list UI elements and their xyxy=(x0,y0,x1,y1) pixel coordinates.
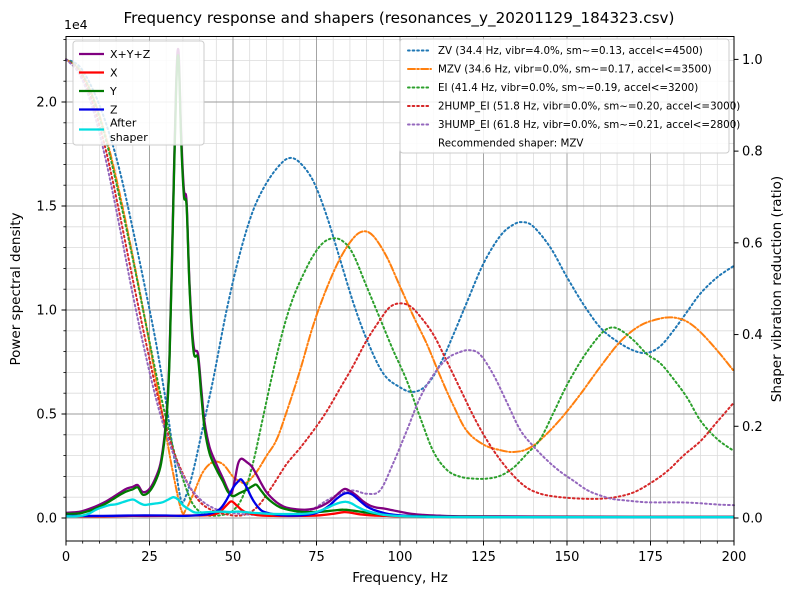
shaper-3hump-ei-legend-label: 3HUMP_EI (61.8 Hz, vibr=0.0%, sm~=0.21, … xyxy=(438,119,740,131)
y-left-tick-label: 1.5 xyxy=(36,200,57,215)
psd-after-shaper-curve xyxy=(65,496,734,519)
y-left-tick-label: 0.0 xyxy=(36,512,57,527)
x-tick-label: 150 xyxy=(555,550,580,565)
shaper-zv-legend-label: ZV (34.4 Hz, vibr=4.0%, sm~=0.13, accel<… xyxy=(438,45,703,57)
x-tick-label: 125 xyxy=(471,550,496,565)
y-right-tick-label: 0.2 xyxy=(742,420,763,435)
psd-legend-box xyxy=(72,40,205,146)
y-right-axis-label: Shaper vibration reduction (ratio) xyxy=(769,176,785,402)
y-left-tick-label: 0.5 xyxy=(36,408,57,423)
psd-y-legend-label: Y xyxy=(109,85,117,98)
x-tick-label: 0 xyxy=(62,550,70,565)
shaper-2hump-ei-legend-label: 2HUMP_EI (51.8 Hz, vibr=0.0%, sm~=0.20, … xyxy=(438,101,740,113)
y-right-tick-label: 0.8 xyxy=(742,145,763,160)
x-tick-label: 175 xyxy=(638,550,663,565)
shaper-zv-curve xyxy=(65,58,735,504)
psd-curves-layer xyxy=(65,47,734,519)
shaper-legend-box xyxy=(399,38,730,154)
x-tick-label: 25 xyxy=(141,550,158,565)
y-left-tick-label: 1.0 xyxy=(36,304,57,319)
psd-y-curve xyxy=(65,54,734,519)
recommended-shaper-note: Recommended shaper: MZV xyxy=(438,138,583,150)
y-left-axis-label: Power spectral density xyxy=(8,212,24,365)
psd-x-legend-label: X xyxy=(110,67,118,80)
y-right-tick-label: 0.4 xyxy=(742,328,763,343)
psd-z-legend-label: Z xyxy=(110,104,118,117)
shaper-3hump-ei-curve xyxy=(65,58,735,517)
shaper-curves-layer xyxy=(65,58,735,517)
psd-sum-legend-label: X+Y+Z xyxy=(110,48,151,61)
axes-layer: 0 25 50 75 100 125 150 175 200 0.0 0.5 1.0 1.5 2.0 0.0… xyxy=(36,36,763,565)
y-right-tick-label: 0.0 xyxy=(742,512,763,527)
y-right-tick-label: 0.6 xyxy=(742,236,763,251)
shaper-mzv-curve xyxy=(65,58,735,515)
x-tick-label: 200 xyxy=(722,550,747,565)
shaper-legend: ZV (34.4 Hz, vibr=4.0%, sm~=0.13, accel<… xyxy=(399,38,740,154)
shaper-mzv-legend-label: MZV (34.6 Hz, vibr=0.0%, sm~=0.17, accel… xyxy=(438,64,712,76)
shaper-ei-curve xyxy=(65,58,735,517)
psd-after-shaper-legend-label: shaper xyxy=(110,131,148,144)
x-axis-label: Frequency, Hz xyxy=(352,570,448,586)
shaper-2hump-ei-curve xyxy=(65,58,735,517)
chart-title: Frequency response and shapers (resonanc… xyxy=(124,9,675,28)
psd-after-shaper-legend-label: After xyxy=(110,117,137,130)
x-tick-label: 100 xyxy=(388,550,413,565)
x-tick-label: 75 xyxy=(308,550,325,565)
y-left-tick-label: 2.0 xyxy=(36,96,57,111)
y-axis-offset-label: 1e4 xyxy=(64,17,88,32)
x-tick-label: 50 xyxy=(225,550,242,565)
shaper-ei-legend-label: EI (41.4 Hz, vibr=0.0%, sm~=0.19, accel<… xyxy=(438,82,698,94)
y-right-tick-label: 1.0 xyxy=(742,53,763,68)
